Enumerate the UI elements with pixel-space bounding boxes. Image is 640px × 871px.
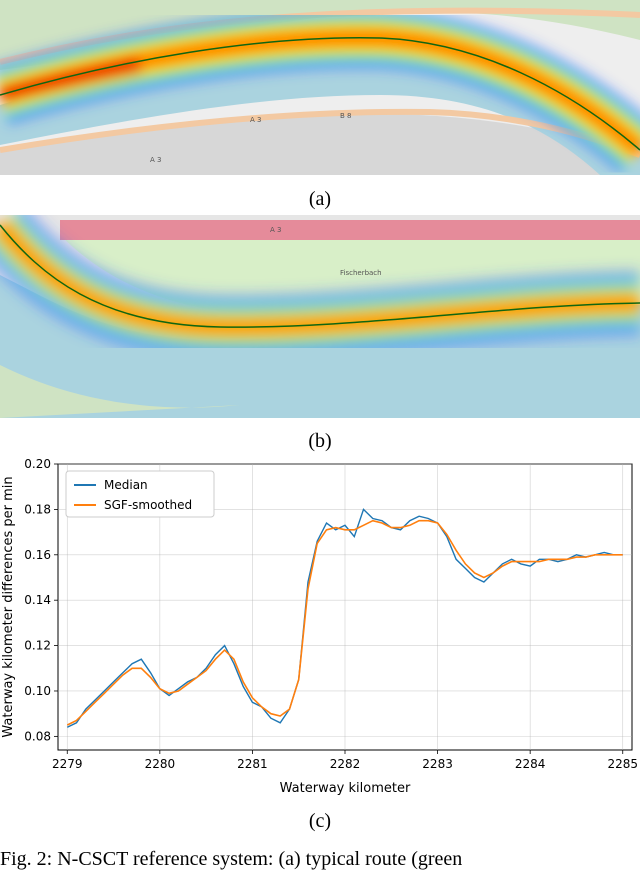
- map-a-road-label: B 8: [340, 112, 351, 120]
- legend: Median SGF-smoothed: [65, 470, 215, 518]
- map-a-road-label: A 3: [250, 116, 261, 124]
- map-b-route-line: [0, 224, 640, 328]
- map-a-road-label: A 3: [150, 156, 161, 164]
- map-b-place-label: Fischerbach: [340, 269, 382, 277]
- figure-caption: Fig. 2: N-CSCT reference system: (a) typ…: [0, 848, 463, 870]
- speed-chart: 2279 2280 2281 2282 2283 2284 2285 0.08 0.10 0.12…: [1, 457, 638, 796]
- y-tick-label: 0.20: [24, 457, 51, 471]
- y-axis-label: Waterway kilometer differences per min: [1, 476, 16, 737]
- x-tick-label: 2281: [237, 757, 268, 771]
- map-b-forest: [0, 365, 240, 418]
- map-b-canvas: A 3 Fischerbach: [0, 215, 640, 418]
- x-tick-label: 2284: [515, 757, 546, 771]
- map-b-highway: [60, 220, 640, 240]
- caption-b: (b): [308, 430, 332, 452]
- y-tick-label: 0.16: [24, 548, 51, 562]
- map-a-forest-north: [0, 0, 640, 70]
- x-tick-label: 2280: [145, 757, 176, 771]
- legend-label: Median: [104, 478, 148, 492]
- y-tick-label: 0.18: [24, 502, 51, 516]
- caption-c: (c): [308, 810, 332, 832]
- series-lines: [66, 508, 623, 728]
- y-tick-label: 0.10: [24, 684, 51, 698]
- y-tick-label: 0.14: [24, 593, 51, 607]
- heatmap-map-b: A 3 Fischerbach: [0, 215, 640, 418]
- map-a-canvas: A 3 B 8 A 3: [0, 0, 640, 175]
- x-axis-label: Waterway kilometer: [280, 781, 411, 796]
- legend-box: [65, 470, 215, 518]
- sgf-smoothed-series-line: [66, 519, 623, 726]
- y-tick-label: 0.08: [24, 729, 51, 743]
- legend-label: SGF-smoothed: [104, 498, 192, 512]
- heatmap-map-a: A 3 B 8 A 3: [0, 0, 640, 175]
- caption-a: (a): [308, 188, 332, 210]
- x-tick-label: 2285: [607, 757, 638, 771]
- ticks: 2279 2280 2281 2282 2283 2284 2285 0.08 0.10 0.12…: [24, 457, 638, 771]
- x-tick-label: 2283: [422, 757, 453, 771]
- y-tick-label: 0.12: [24, 639, 51, 653]
- x-tick-label: 2282: [330, 757, 361, 771]
- map-a-route-line: [0, 37, 640, 151]
- map-b-road-label: A 3: [270, 226, 281, 234]
- x-tick-label: 2279: [52, 757, 83, 771]
